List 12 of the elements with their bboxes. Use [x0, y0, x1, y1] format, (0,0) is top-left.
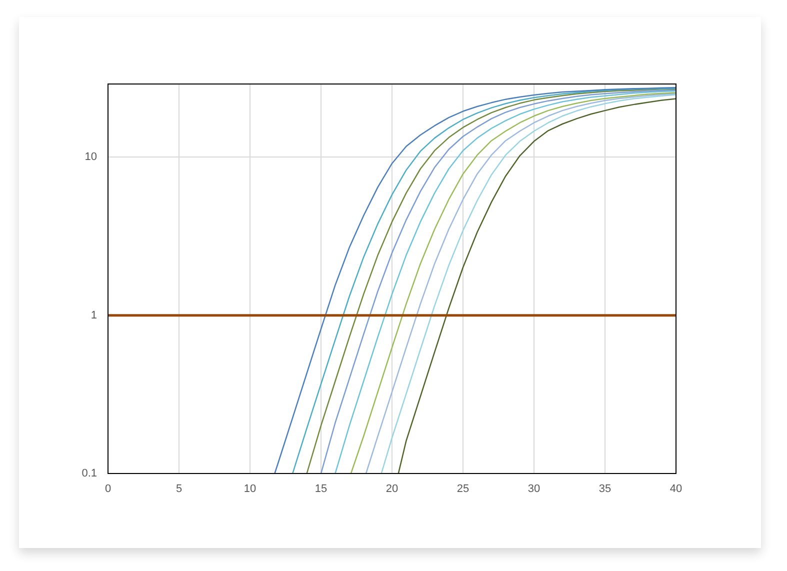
x-tick-label: 5	[176, 483, 182, 496]
x-tick-label: 15	[314, 483, 328, 496]
y-tick-label: 10	[84, 151, 97, 164]
y-tick-label: 1	[90, 309, 97, 322]
x-tick-label: 25	[456, 483, 470, 496]
x-tick-label: 35	[598, 483, 612, 496]
x-tick-label: 0	[104, 483, 112, 496]
x-tick-label: 10	[244, 483, 256, 496]
x-tick-label: 30	[528, 483, 540, 496]
y-tick-label: 0.1	[82, 468, 97, 480]
x-tick-label: 40	[670, 483, 682, 496]
x-tick-label: 20	[386, 483, 398, 496]
